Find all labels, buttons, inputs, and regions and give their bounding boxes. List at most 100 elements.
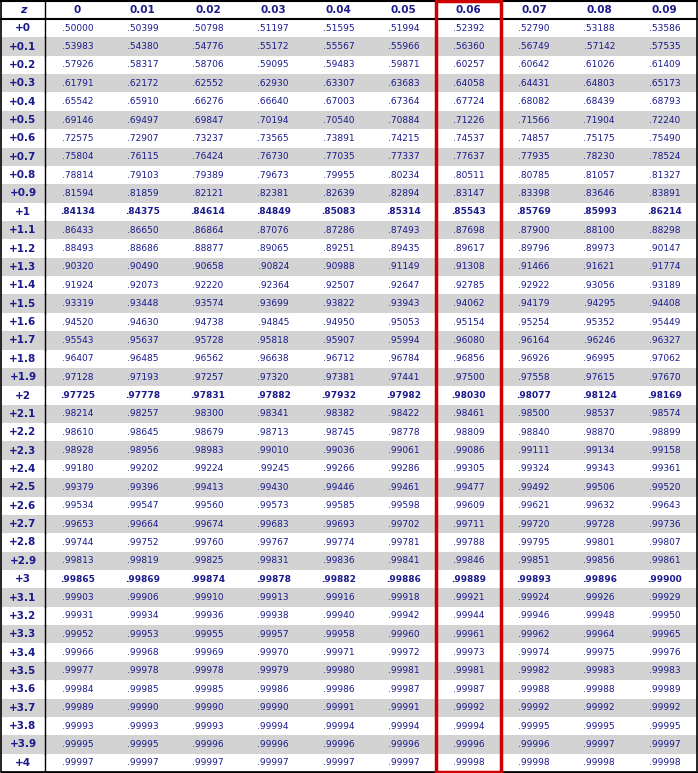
Bar	[1, 460, 45, 478]
Bar	[241, 515, 306, 533]
Bar	[501, 460, 567, 478]
Text: .98077: .98077	[517, 391, 551, 400]
Bar	[632, 111, 697, 129]
Text: .99929: .99929	[648, 593, 680, 602]
Text: .99886: .99886	[386, 574, 421, 584]
Text: .95154: .95154	[453, 318, 484, 326]
Text: .89435: .89435	[388, 244, 419, 253]
Bar	[501, 313, 567, 331]
Text: .99774: .99774	[322, 538, 354, 547]
Text: .99889: .99889	[452, 574, 487, 584]
Text: 0.05: 0.05	[391, 5, 417, 15]
Text: .99996: .99996	[322, 740, 354, 749]
Text: .65542: .65542	[62, 97, 94, 106]
Bar	[567, 257, 632, 276]
Bar	[110, 754, 175, 772]
Text: .99944: .99944	[453, 611, 484, 621]
Bar	[567, 1, 632, 19]
Text: .94738: .94738	[192, 318, 224, 326]
Text: .90490: .90490	[127, 263, 158, 271]
Bar	[45, 423, 110, 441]
Bar	[110, 643, 175, 662]
Bar	[632, 184, 697, 203]
Bar	[436, 240, 501, 257]
Text: .79673: .79673	[258, 171, 289, 179]
Text: .99998: .99998	[518, 758, 550, 768]
Text: .64058: .64058	[453, 79, 484, 88]
Text: 0.01: 0.01	[130, 5, 156, 15]
Text: .99976: .99976	[648, 648, 681, 657]
Text: .94295: .94295	[584, 299, 615, 308]
Text: +3.9: +3.9	[10, 740, 36, 750]
Text: .99202: .99202	[127, 465, 158, 474]
Text: .87493: .87493	[388, 226, 419, 235]
Bar	[45, 515, 110, 533]
Bar	[175, 1, 241, 19]
Text: .61026: .61026	[584, 60, 615, 70]
Text: +2: +2	[15, 390, 31, 400]
Text: .99960: .99960	[388, 630, 419, 638]
Text: .68082: .68082	[518, 97, 550, 106]
Text: .99979: .99979	[258, 666, 289, 676]
Text: .97320: .97320	[258, 373, 289, 382]
Text: +3.1: +3.1	[9, 593, 36, 602]
Text: .99970: .99970	[258, 648, 289, 657]
Bar	[110, 37, 175, 56]
Bar	[501, 349, 567, 368]
Bar	[175, 368, 241, 386]
Bar	[371, 203, 436, 221]
Text: .58706: .58706	[192, 60, 224, 70]
Bar	[1, 588, 45, 607]
Bar	[306, 754, 371, 772]
Bar	[1, 754, 45, 772]
Bar	[241, 257, 306, 276]
Bar	[1, 221, 45, 240]
Bar	[632, 496, 697, 515]
Bar	[371, 735, 436, 754]
Text: .91149: .91149	[388, 263, 419, 271]
Bar	[45, 203, 110, 221]
Text: .99969: .99969	[192, 648, 224, 657]
Bar	[1, 441, 45, 460]
Bar	[241, 111, 306, 129]
Text: .98899: .98899	[648, 427, 681, 437]
Bar	[371, 240, 436, 257]
Text: +1.2: +1.2	[9, 243, 36, 254]
Text: .99994: .99994	[453, 721, 484, 730]
Text: .96407: .96407	[62, 354, 94, 363]
Text: .83891: .83891	[648, 189, 681, 198]
Bar	[632, 166, 697, 184]
Bar	[371, 607, 436, 625]
Text: .98461: .98461	[453, 410, 484, 418]
Bar	[1, 295, 45, 313]
Text: .96246: .96246	[584, 336, 615, 345]
Text: .76115: .76115	[127, 152, 158, 162]
Text: .92364: .92364	[258, 281, 289, 290]
Text: .99996: .99996	[518, 740, 550, 749]
Text: .99396: .99396	[127, 483, 158, 492]
Text: .99492: .99492	[519, 483, 550, 492]
Text: .92073: .92073	[127, 281, 158, 290]
Text: .88877: .88877	[192, 244, 224, 253]
Bar	[306, 423, 371, 441]
Text: .99918: .99918	[388, 593, 419, 602]
Bar	[45, 386, 110, 405]
Text: .69146: .69146	[62, 115, 94, 124]
Bar	[632, 405, 697, 423]
Bar	[175, 56, 241, 74]
Bar	[175, 662, 241, 680]
Bar	[1, 552, 45, 570]
Bar	[1, 240, 45, 257]
Bar	[501, 588, 567, 607]
Text: .99720: .99720	[518, 519, 550, 529]
Text: .98956: .98956	[127, 446, 158, 455]
Bar	[306, 460, 371, 478]
Text: +3.6: +3.6	[9, 684, 36, 694]
Bar	[306, 625, 371, 643]
Bar	[306, 331, 371, 349]
Bar	[501, 441, 567, 460]
Text: .99997: .99997	[648, 740, 681, 749]
Text: 0.03: 0.03	[260, 5, 286, 15]
Text: 0.07: 0.07	[521, 5, 547, 15]
Text: .53586: .53586	[648, 24, 681, 32]
